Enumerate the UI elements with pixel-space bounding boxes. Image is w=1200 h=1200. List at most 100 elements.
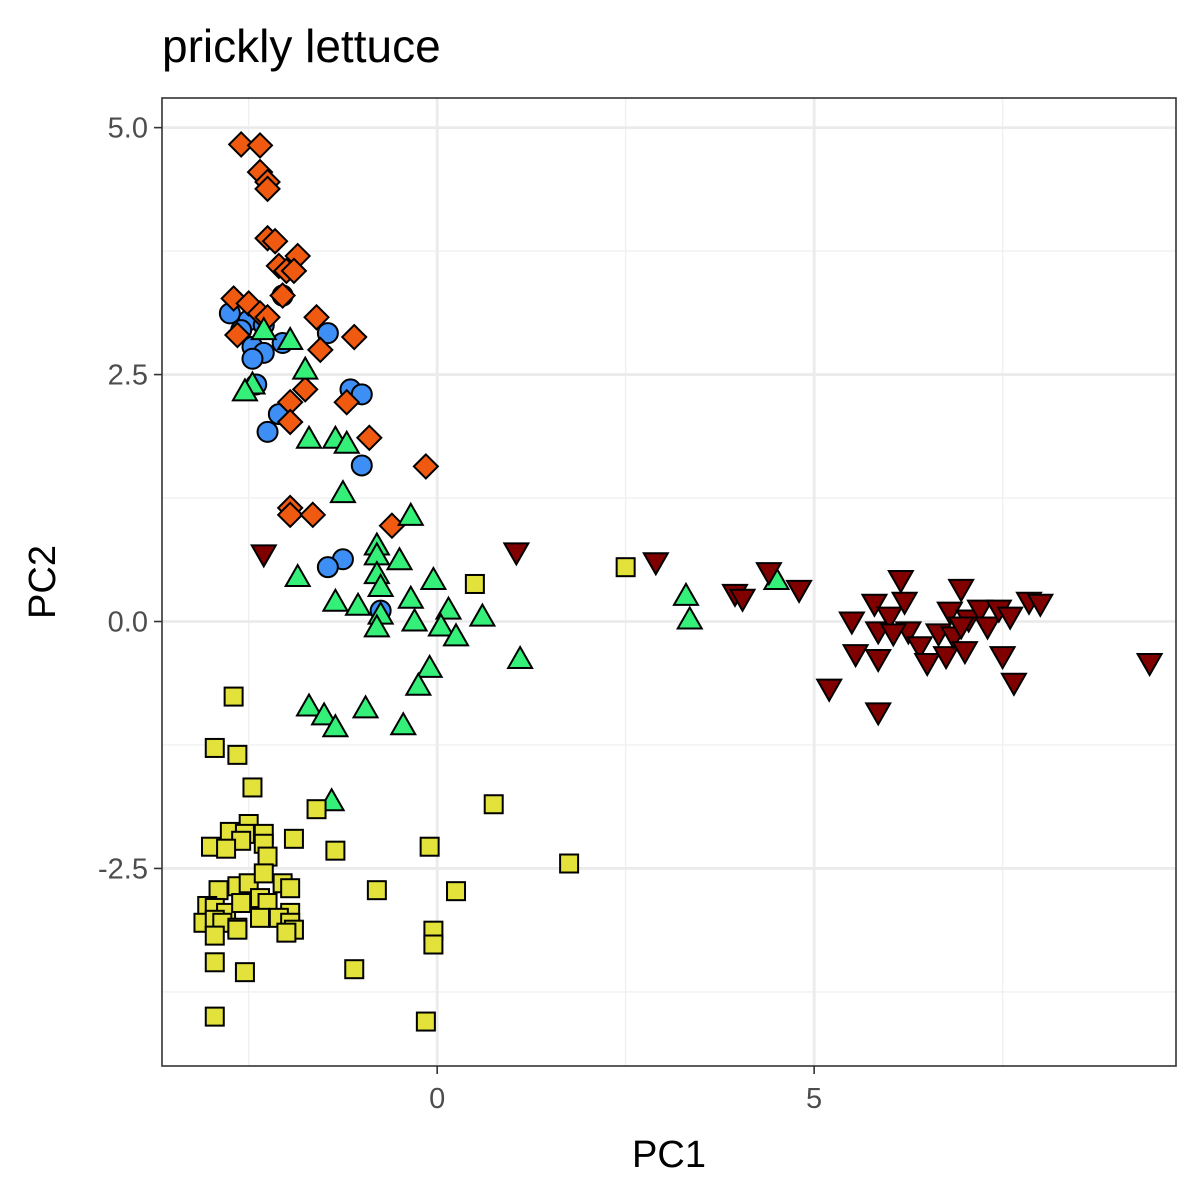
triangle-up-point (231, 377, 259, 402)
x-tick-label: 5 (806, 1083, 822, 1115)
triangle-down-point (502, 542, 531, 567)
triangle-up-point (434, 595, 463, 620)
triangle-down-point (1000, 672, 1028, 697)
triangle-down-point (988, 646, 1017, 671)
diamond-point (269, 282, 297, 309)
diamond-point (299, 501, 327, 529)
triangle-up-point (389, 711, 417, 736)
diamond-point (280, 257, 308, 285)
triangle-up-point (415, 653, 444, 678)
square-point (344, 959, 365, 980)
triangle-up-point (363, 613, 391, 638)
triangle-down-point (966, 599, 994, 624)
diamond-point (254, 175, 281, 203)
triangle-up-point (351, 694, 380, 719)
square-point (204, 925, 225, 946)
triangle-up-point (321, 713, 350, 738)
triangle-down-point (785, 579, 813, 604)
triangle-down-point (879, 623, 908, 648)
panel-border (161, 97, 1177, 1067)
triangle-up-point (283, 563, 312, 588)
square-point (250, 907, 271, 928)
square-point (419, 836, 440, 857)
triangle-down-point (890, 591, 919, 616)
diamond-point (276, 408, 304, 436)
square-point (253, 863, 274, 884)
panel-background (162, 98, 1176, 1066)
square-point (234, 962, 255, 983)
triangle-down-point (755, 562, 783, 587)
y-tick-label: 0.0 (108, 607, 148, 639)
triangle-up-point (332, 429, 361, 454)
triangle-up-point (506, 645, 534, 670)
square-point (325, 840, 346, 861)
square-point (276, 922, 297, 943)
triangle-down-point (864, 702, 892, 727)
diamond-point (261, 227, 289, 255)
square-point (204, 1006, 225, 1027)
triangle-down-point (936, 601, 964, 626)
square-point (306, 799, 327, 820)
square-point (446, 881, 467, 902)
triangle-down-point (728, 588, 757, 613)
triangle-up-point (310, 701, 338, 726)
triangle-down-point (932, 646, 960, 671)
square-point (280, 878, 301, 899)
triangle-up-point (295, 692, 323, 717)
triangle-up-point (291, 355, 319, 380)
y-tick-label: 5.0 (108, 113, 148, 145)
triangle-up-point (676, 605, 704, 630)
triangle-down-point (905, 636, 934, 661)
data-points (193, 131, 1164, 1032)
triangle-down-point (838, 611, 866, 636)
square-point (559, 853, 580, 874)
square-point (464, 573, 485, 594)
triangle-up-point (276, 325, 304, 350)
diamond-point (246, 131, 274, 159)
square-point (615, 557, 636, 578)
square-point (223, 686, 244, 707)
triangle-down-point (947, 578, 975, 603)
circle-point (256, 420, 279, 443)
triangle-up-point (400, 607, 429, 632)
triangle-up-point (397, 501, 425, 526)
triangle-up-point (442, 622, 470, 647)
triangle-up-point (366, 572, 395, 597)
chart-title: prickly lettuce (162, 20, 441, 72)
square-point (242, 777, 263, 798)
circle-point (316, 322, 339, 345)
circle-point (241, 347, 264, 370)
y-axis-title: PC2 (22, 545, 64, 619)
square-point (204, 737, 225, 758)
triangle-up-point (427, 612, 455, 637)
square-point (366, 880, 387, 901)
diamond-point (303, 303, 330, 331)
diamond-point (291, 375, 319, 403)
triangle-down-point (250, 544, 278, 569)
y-tick-label: -2.5 (98, 853, 148, 885)
triangle-down-point (887, 570, 915, 595)
square-point (227, 919, 248, 940)
triangle-down-point (875, 606, 904, 631)
triangle-down-point (947, 616, 975, 641)
square-point (216, 838, 237, 859)
triangle-up-point (404, 671, 433, 696)
y-tick-label: 2.5 (108, 360, 148, 392)
triangle-up-point (250, 316, 278, 341)
triangle-down-point (1135, 652, 1164, 678)
circle-point (316, 556, 339, 579)
diamond-point (227, 131, 255, 158)
square-point (227, 744, 248, 765)
triangle-down-point (864, 649, 892, 674)
triangle-down-point (913, 652, 941, 678)
square-point (483, 794, 504, 815)
circle-point (350, 454, 373, 477)
diamond-point (340, 323, 368, 351)
triangle-up-point (385, 546, 414, 571)
square-point (204, 952, 225, 973)
triangle-up-point (295, 424, 323, 449)
x-tick-label: 0 (429, 1083, 445, 1115)
triangle-down-point (815, 678, 843, 703)
diamond-point (306, 336, 334, 364)
